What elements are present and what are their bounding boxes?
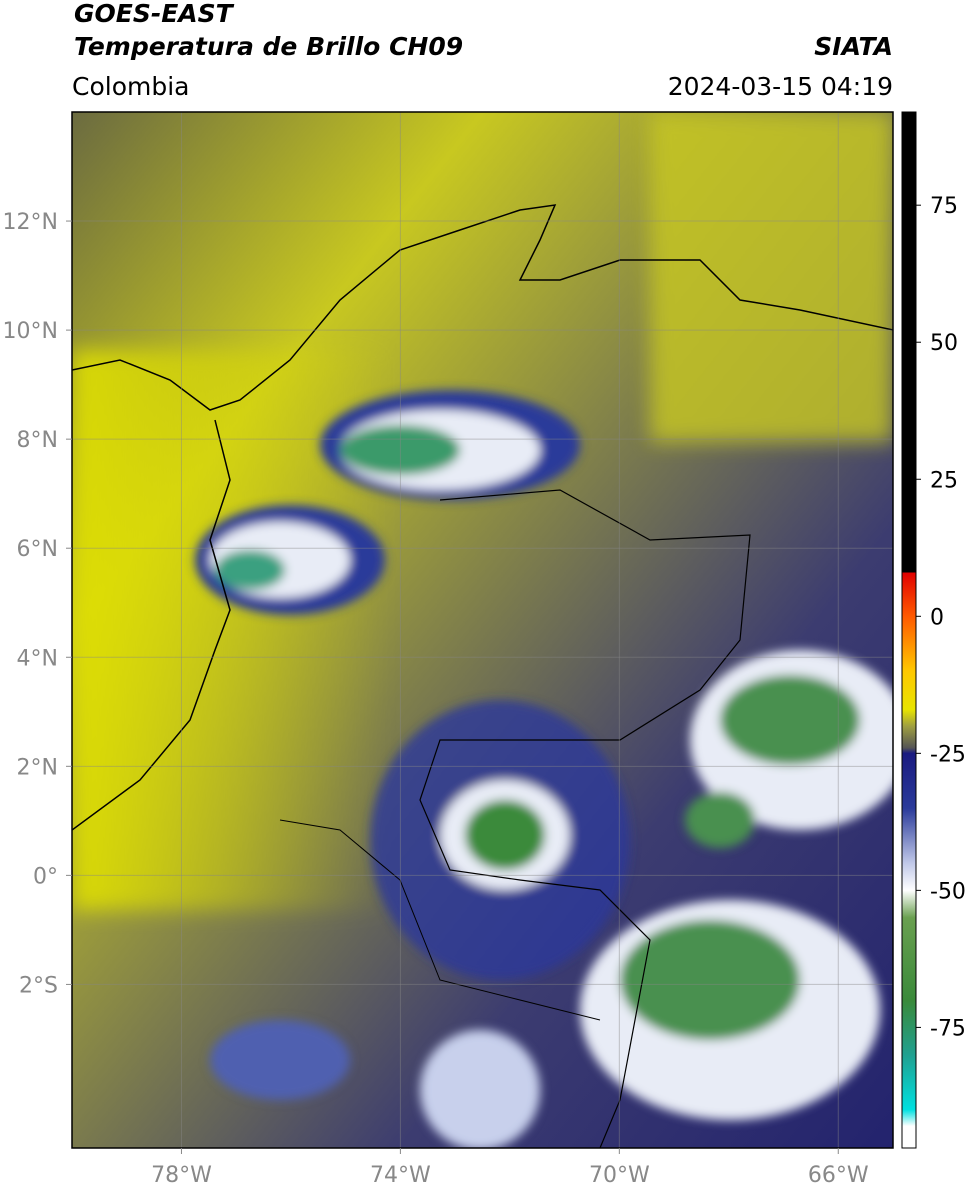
colorbar-tick-label: 0	[930, 605, 944, 630]
x-tick-label: 66°W	[808, 1163, 869, 1188]
region-label: Colombia	[72, 72, 189, 101]
y-tick-label: 6°N	[17, 537, 58, 562]
satellite-image	[72, 112, 893, 1148]
colorbar-tick-label: 25	[930, 468, 958, 493]
x-tick-label: 70°W	[589, 1163, 650, 1188]
colorbar-tick-label: 50	[930, 331, 958, 356]
y-tick-label: 2°N	[17, 755, 58, 780]
satellite-title: GOES-EAST	[74, 0, 235, 28]
y-tick-label: 8°N	[17, 428, 58, 453]
y-tick-label: 0°	[33, 864, 58, 889]
colorbar	[901, 111, 917, 1149]
colorbar-tick-label: -75	[930, 1016, 966, 1041]
product-title: Temperatura de Brillo CH09	[74, 32, 463, 61]
colorbar-tick-label: -50	[930, 879, 966, 904]
y-tick-label: 10°N	[3, 319, 58, 344]
map-frame	[71, 111, 894, 1149]
colorbar-tick-label: -25	[930, 742, 966, 767]
colorbar-tick-label: 75	[930, 194, 958, 219]
datetime-label: 2024-03-15 04:19	[668, 72, 893, 101]
y-tick-label: 4°N	[17, 646, 58, 671]
x-tick-label: 78°W	[151, 1163, 212, 1188]
x-tick-label: 74°W	[370, 1163, 431, 1188]
source-label: SIATA	[814, 32, 893, 61]
y-tick-label: 12°N	[3, 210, 58, 235]
y-tick-label: 2°S	[19, 973, 58, 998]
